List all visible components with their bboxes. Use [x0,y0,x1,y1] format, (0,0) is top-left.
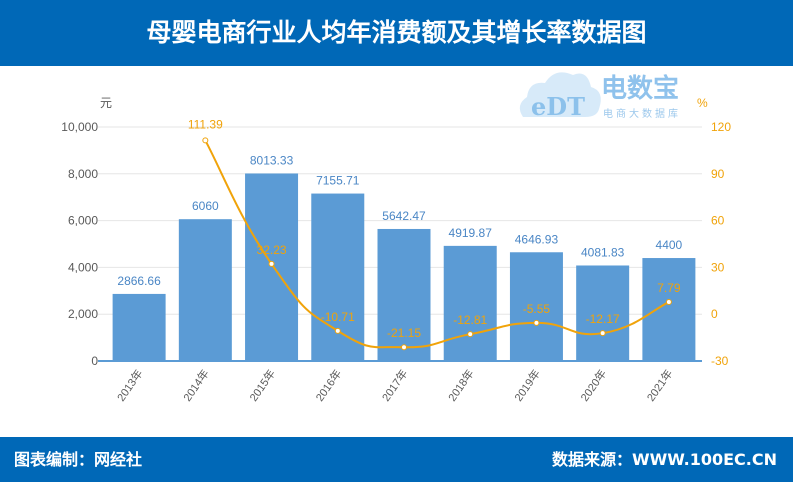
bar-label: 2866.66 [117,274,161,288]
y-tick-label: 10,000 [61,120,98,134]
y2-tick-label: 30 [711,260,725,274]
line-label: -10.71 [321,310,355,324]
svg-text:电数宝: 电数宝 [601,73,679,104]
footer-credit: 图表编制：网经社 [14,450,143,469]
y-axis-unit: 元 [100,96,112,110]
y2-tick-label: 60 [711,214,725,228]
bar [443,245,497,361]
bar-label: 4919.87 [449,226,493,240]
x-tick-label: 2020年 [577,367,609,404]
watermark-logo: eDT 电数宝 电商大数据库 [515,67,685,125]
y-tick-label: 2,000 [68,307,98,321]
x-tick-label: 2018年 [445,367,477,404]
line-label: -5.55 [523,302,551,316]
bar-label: 6060 [192,199,219,213]
x-tick-label: 2016年 [312,367,344,404]
line-point [665,299,672,306]
bar [576,265,630,361]
svg-text:eDT: eDT [531,92,585,121]
bar [509,252,563,361]
cloud-logo-icon: eDT 电数宝 电商大数据库 [519,72,681,121]
line-point [599,330,606,337]
footer-source: 数据来源：WWW.100EC.CN [551,450,777,469]
bar [178,219,232,361]
line-point [202,137,209,144]
bar-label: 7155.71 [316,174,360,188]
bar [245,173,299,361]
y2-tick-label: -30 [711,354,729,368]
line-label: 7.79 [657,281,681,295]
line-point [334,327,341,334]
bar [642,258,696,361]
line-point [268,260,275,267]
y-tick-label: 6,000 [68,214,98,228]
x-tick-label: 2021年 [644,367,676,404]
bar-label: 4400 [656,238,683,252]
y2-tick-label: 120 [711,120,731,134]
footer: 图表编制：网经社 数据来源：WWW.100EC.CN [0,437,793,482]
bar-label: 4081.83 [581,245,625,259]
bar-label: 8013.33 [250,153,294,167]
bar [311,193,365,361]
x-tick-label: 2019年 [511,367,543,404]
line-label: 111.39 [188,117,223,131]
line-label: -21.15 [387,326,421,340]
line-label: -12.81 [453,313,487,327]
bar-label: 4646.93 [515,232,559,246]
y-tick-label: 4,000 [68,260,98,274]
line-label: -12.17 [586,312,620,326]
y-tick-label: 8,000 [68,167,98,181]
y2-axis-unit: % [697,96,708,110]
line-point [533,319,540,326]
y-tick-label: 0 [91,354,98,368]
x-tick-label: 2014年 [180,367,212,404]
x-tick-label: 2015年 [246,367,278,404]
x-tick-label: 2013年 [114,367,146,404]
line-label: 32.23 [257,243,287,257]
bar [112,293,166,361]
y2-tick-label: 90 [711,167,725,181]
bar-label: 5642.47 [382,209,426,223]
bar [377,228,431,361]
x-tick-label: 2017年 [379,367,411,404]
svg-text:电商大数据库: 电商大数据库 [603,107,681,120]
line-point [401,344,407,351]
chart-title: 母婴电商行业人均年消费额及其增长率数据图 [0,0,793,66]
line-point [467,331,474,338]
y2-tick-label: 0 [711,307,718,321]
